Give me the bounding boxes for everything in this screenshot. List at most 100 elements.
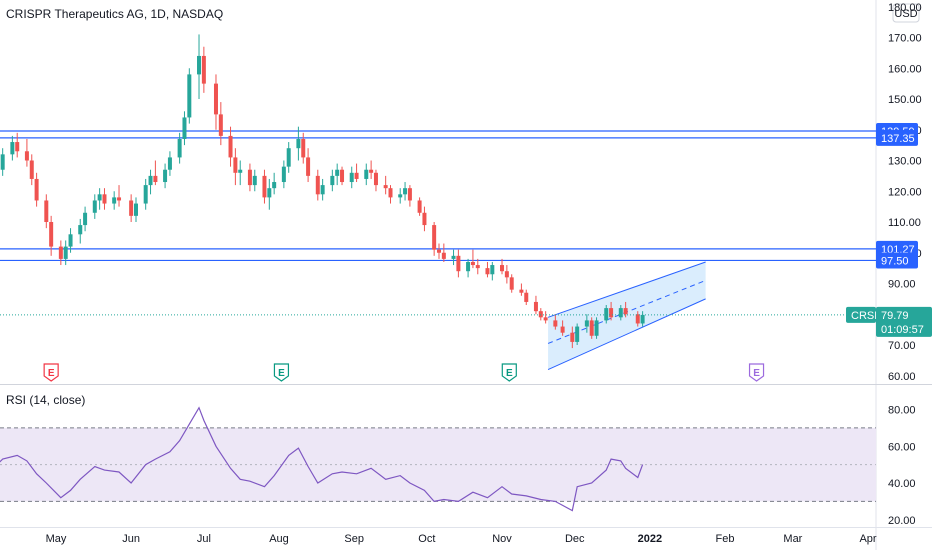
candle-body xyxy=(112,197,117,204)
price-tick-label: 90.00 xyxy=(888,279,916,291)
candle-body xyxy=(281,166,286,183)
candle-body xyxy=(267,188,272,198)
candle xyxy=(584,314,589,333)
candle xyxy=(83,206,88,232)
candle xyxy=(340,166,345,186)
candle-body xyxy=(500,265,505,272)
candle xyxy=(485,261,490,278)
earnings-marker-label: E xyxy=(278,368,285,379)
candle-body xyxy=(247,169,252,186)
level-tag-text: 97.50 xyxy=(881,255,909,267)
candle-body xyxy=(340,169,345,183)
candle xyxy=(49,215,54,256)
price-tag-background xyxy=(876,306,932,337)
candle-body xyxy=(466,261,471,272)
candle-body xyxy=(228,135,233,158)
rsi-tick-label: 20.00 xyxy=(888,515,916,527)
candle-body xyxy=(604,308,609,321)
candle xyxy=(609,301,614,321)
earnings-marker-label: E xyxy=(506,368,513,379)
earnings-marker-shape xyxy=(43,363,59,382)
candle-body xyxy=(315,175,320,195)
symbol-tag: CRSP xyxy=(846,306,882,323)
candle xyxy=(233,148,238,186)
candle xyxy=(187,68,192,124)
earnings-marker-shape xyxy=(501,363,517,382)
price-tick-label: 120.00 xyxy=(888,186,922,198)
level-tag-text: 137.35 xyxy=(881,133,915,145)
candle-body xyxy=(398,194,403,198)
price-tick-label: 130.00 xyxy=(888,156,922,168)
candle-body xyxy=(301,138,306,158)
candle-body xyxy=(197,55,202,75)
price-tick-label: 70.00 xyxy=(888,340,916,352)
candle-body xyxy=(143,185,148,204)
date-tick-label: Mar xyxy=(783,533,802,545)
earnings-e-icon: E xyxy=(273,363,290,382)
candle-body xyxy=(167,157,172,170)
candle-body xyxy=(504,271,509,278)
candle xyxy=(296,126,301,161)
candle xyxy=(475,258,480,275)
candle xyxy=(417,197,422,216)
candle-body xyxy=(34,178,39,201)
candle-body xyxy=(524,292,529,302)
candle-body xyxy=(0,154,5,170)
candle-body xyxy=(49,222,54,247)
candle-body xyxy=(417,200,422,213)
candle-body xyxy=(129,200,134,216)
candle-body xyxy=(475,265,480,269)
candle-body xyxy=(354,172,359,179)
candle xyxy=(604,305,609,324)
candle-body xyxy=(422,212,427,226)
candle xyxy=(335,163,340,186)
candle-body xyxy=(609,308,614,318)
candle xyxy=(78,218,83,244)
candle xyxy=(182,111,187,146)
candle xyxy=(92,194,97,219)
candle xyxy=(560,320,565,336)
candle xyxy=(570,326,575,349)
candle xyxy=(466,258,471,278)
candle xyxy=(320,178,325,201)
symbol-tag-background xyxy=(846,306,876,323)
candle xyxy=(533,295,538,315)
price-tick-label: 170.00 xyxy=(888,33,922,45)
candle-body xyxy=(320,185,325,195)
candle-body xyxy=(201,55,206,84)
candle xyxy=(34,172,39,207)
candle-body xyxy=(383,185,388,189)
rsi-line xyxy=(0,406,644,512)
candle-body xyxy=(560,326,565,333)
candle xyxy=(490,261,495,281)
candle xyxy=(524,289,529,306)
candle-body xyxy=(635,314,640,324)
candle xyxy=(247,163,252,192)
candle-body xyxy=(153,175,158,183)
candle-body xyxy=(436,249,441,253)
candle-body xyxy=(575,326,580,342)
rsi-tick-label: 60.00 xyxy=(888,441,916,453)
candle-body xyxy=(640,314,645,324)
candle-body xyxy=(78,225,83,235)
candle xyxy=(238,160,243,186)
candle-body xyxy=(24,151,29,161)
level-price-tag: 97.50 xyxy=(876,252,918,269)
price-tick-label: 160.00 xyxy=(888,63,922,75)
candle-body xyxy=(570,332,575,342)
candle-body xyxy=(262,175,267,198)
candle xyxy=(432,222,437,256)
candle-body xyxy=(330,175,335,186)
candle-body xyxy=(470,261,475,266)
date-tick-label: Feb xyxy=(716,533,735,545)
candle-body xyxy=(553,320,558,327)
candle-body xyxy=(451,255,456,259)
candle-body xyxy=(519,289,524,293)
candle xyxy=(504,265,509,284)
candle-body xyxy=(388,188,393,198)
candle-body xyxy=(485,268,490,275)
candle xyxy=(519,283,524,296)
candle xyxy=(315,169,320,201)
